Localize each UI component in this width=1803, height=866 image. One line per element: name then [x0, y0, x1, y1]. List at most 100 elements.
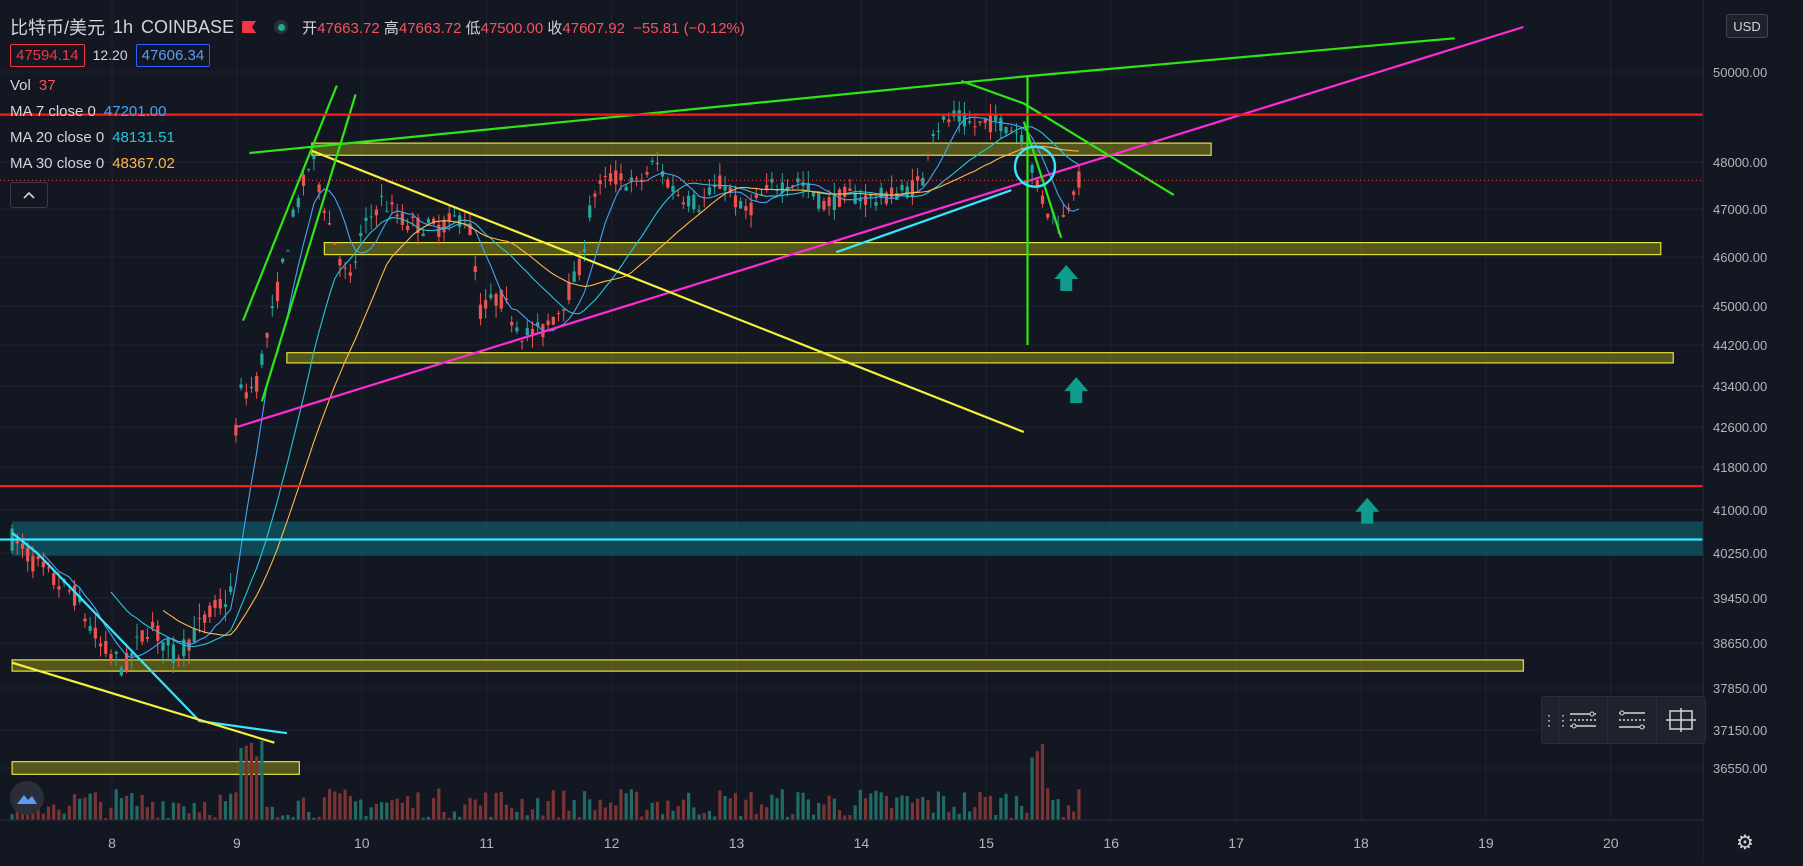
- ma30-legend[interactable]: MA 30 close 0 48367.02: [10, 150, 745, 176]
- volume-bar: [905, 796, 909, 822]
- candle-body: [72, 585, 77, 606]
- volume-bar: [177, 803, 181, 822]
- candle-body: [426, 218, 431, 224]
- volume-bar: [489, 816, 493, 822]
- volume-bar: [281, 815, 285, 822]
- candle-body: [338, 258, 342, 266]
- candle-body: [322, 210, 326, 213]
- change-value: −55.81 (−0.12%): [633, 19, 745, 37]
- settings-gear-icon[interactable]: ⚙: [1736, 832, 1754, 854]
- candle-body: [411, 216, 415, 219]
- low-value: 47500.00: [480, 19, 544, 37]
- candle-body: [281, 258, 285, 263]
- volume-bar: [359, 799, 363, 822]
- drag-handle-icon[interactable]: ⋮⋮: [1542, 711, 1570, 728]
- candle-body: [52, 573, 56, 586]
- candle-body: [593, 193, 597, 197]
- x-tick-label: 10: [354, 835, 370, 851]
- ask-price-button[interactable]: 47606.34: [135, 43, 211, 67]
- candle-body: [530, 328, 535, 336]
- candle-body: [634, 178, 639, 180]
- interval-label[interactable]: 1h: [113, 16, 134, 37]
- volume-bar: [208, 814, 212, 822]
- candle-body: [239, 384, 243, 389]
- volume-bar: [634, 791, 639, 822]
- candle-body: [806, 183, 810, 191]
- candle-body: [348, 272, 352, 276]
- volume-bar: [593, 810, 597, 822]
- tradingview-logo[interactable]: [10, 781, 44, 815]
- candle-body: [156, 625, 160, 641]
- ma7-legend[interactable]: MA 7 close 0 47201.00: [10, 98, 745, 124]
- candle-body: [249, 386, 254, 389]
- candle-body: [260, 353, 264, 366]
- channel-tool-icon: [1619, 710, 1645, 730]
- candle-body: [416, 217, 420, 234]
- volume-bar: [327, 788, 332, 822]
- volume-bar: [770, 794, 774, 822]
- yellow-zone: [11, 659, 1524, 672]
- volume-bar: [655, 801, 660, 822]
- arrow-up-icon: [1064, 377, 1089, 404]
- volume-bar: [171, 802, 176, 822]
- candle-body: [197, 618, 202, 620]
- ma30-line: [162, 145, 1079, 636]
- volume-bar: [744, 799, 748, 822]
- trend-line: [311, 149, 1025, 434]
- volume-bar: [78, 798, 82, 822]
- collapse-legend-button[interactable]: [10, 182, 48, 208]
- volume-bar: [301, 797, 306, 822]
- candle-body: [770, 178, 774, 183]
- candle-body: [832, 193, 836, 210]
- tool-button-3[interactable]: [1656, 697, 1705, 743]
- candle-body: [676, 194, 680, 196]
- volume-bar: [520, 798, 524, 822]
- candle-body: [405, 225, 410, 231]
- volume-bar: [234, 792, 238, 822]
- volume-bar: [910, 802, 915, 822]
- symbol-name[interactable]: 比特币/美元: [10, 18, 106, 38]
- volume-bar: [1040, 744, 1045, 822]
- volume-bar: [182, 806, 186, 822]
- candle-body: [905, 186, 909, 198]
- y-tick-label: 36550.00: [1713, 761, 1767, 776]
- candle-body: [504, 298, 509, 301]
- tool-button-2[interactable]: [1607, 697, 1656, 743]
- volume-bar: [452, 811, 457, 822]
- volume-bar: [119, 798, 123, 822]
- flag-icon[interactable]: [242, 21, 257, 33]
- volume-bar: [52, 804, 56, 822]
- volume-bar: [1030, 757, 1034, 822]
- candle-body: [723, 186, 727, 191]
- volume-legend[interactable]: Vol 37: [10, 72, 745, 98]
- volume-bar: [150, 801, 155, 822]
- volume-bar: [759, 804, 764, 822]
- volume-bar: [884, 795, 888, 822]
- candle-body: [114, 651, 118, 654]
- volume-bar: [140, 794, 144, 822]
- candle-body: [910, 179, 915, 197]
- candle-body: [1061, 214, 1065, 217]
- bid-price-button[interactable]: 47594.14: [10, 43, 85, 67]
- candle-body: [484, 300, 488, 309]
- volume-bar: [46, 806, 51, 822]
- market-status-icon[interactable]: [274, 20, 289, 34]
- volume-bar: [942, 796, 946, 822]
- currency-button[interactable]: USD: [1726, 14, 1768, 38]
- volume-bar: [660, 814, 665, 822]
- ma20-legend[interactable]: MA 20 close 0 48131.51: [10, 124, 745, 150]
- volume-bar: [72, 794, 77, 822]
- yellow-zone: [286, 352, 1674, 364]
- x-tick-label: 8: [108, 835, 116, 851]
- tool-button-1[interactable]: [1558, 697, 1607, 743]
- vol-value: 37: [38, 76, 56, 94]
- x-tick-label: 13: [729, 835, 745, 851]
- candle-body: [827, 197, 831, 207]
- volume-bar: [416, 792, 420, 822]
- trend-line: [11, 661, 275, 744]
- volume-bar: [614, 805, 618, 822]
- volume-bar: [915, 798, 920, 822]
- close-value: 47607.92: [562, 19, 625, 37]
